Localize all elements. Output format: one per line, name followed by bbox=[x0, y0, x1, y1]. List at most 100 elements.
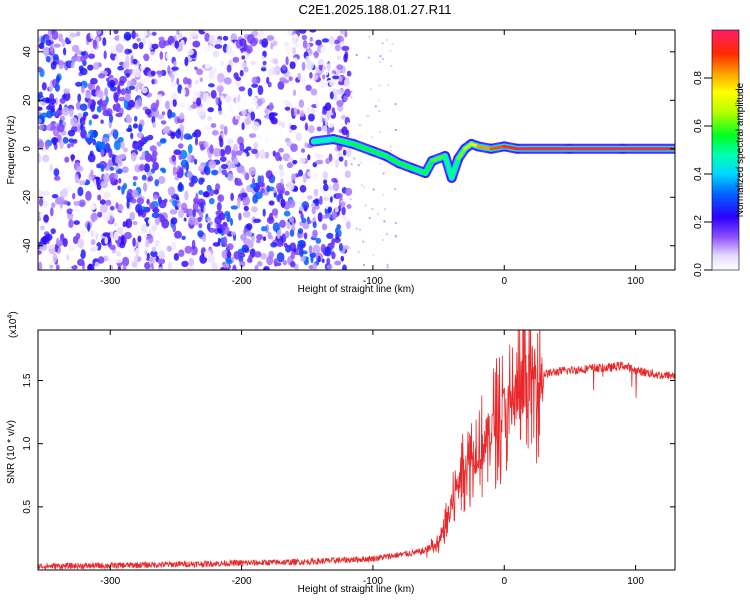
noise-speckle bbox=[221, 224, 226, 232]
x-tick-label: -100 bbox=[363, 276, 383, 287]
noise-speckle bbox=[170, 81, 177, 88]
noise-speckle bbox=[66, 166, 72, 172]
noise-speckle bbox=[38, 124, 45, 131]
noise-speckle bbox=[315, 39, 322, 46]
noise-speckle bbox=[315, 237, 322, 244]
noise-speckle bbox=[261, 55, 265, 61]
noise-speckle bbox=[245, 146, 252, 151]
noise-speckle bbox=[364, 204, 367, 207]
noise-speckle bbox=[132, 181, 137, 187]
noise-speckle bbox=[233, 157, 239, 165]
noise-speckle bbox=[150, 51, 155, 56]
noise-speckle bbox=[317, 255, 321, 263]
noise-speckle bbox=[114, 54, 120, 64]
noise-speckle bbox=[188, 181, 195, 187]
noise-speckle bbox=[181, 260, 189, 268]
noise-speckle bbox=[331, 251, 336, 260]
noise-speckle bbox=[58, 33, 63, 42]
noise-speckle bbox=[184, 245, 193, 254]
colorbar-label: Normalized spectral amplitude bbox=[735, 82, 746, 217]
noise-speckle bbox=[149, 145, 157, 152]
noise-speckle bbox=[383, 220, 386, 223]
noise-speckle bbox=[290, 261, 296, 268]
noise-speckle bbox=[317, 212, 323, 223]
noise-speckle bbox=[211, 169, 218, 176]
noise-speckle bbox=[131, 30, 136, 40]
noise-speckle bbox=[237, 94, 241, 103]
snr-frame bbox=[37, 329, 676, 571]
noise-speckle bbox=[311, 206, 316, 215]
noise-speckle bbox=[122, 250, 128, 257]
noise-speckle bbox=[232, 56, 240, 63]
noise-speckle bbox=[260, 253, 268, 260]
noise-speckle bbox=[254, 191, 263, 200]
noise-speckle bbox=[283, 210, 291, 217]
noise-speckle bbox=[68, 244, 76, 252]
signal-core bbox=[384, 154, 401, 165]
noise-speckle bbox=[171, 154, 176, 162]
noise-speckle bbox=[259, 149, 266, 160]
noise-speckle bbox=[79, 103, 88, 111]
noise-speckle bbox=[113, 172, 118, 180]
noise-speckle bbox=[192, 40, 201, 48]
noise-speckle bbox=[82, 210, 88, 218]
noise-speckle bbox=[259, 175, 265, 184]
noise-speckle bbox=[208, 160, 217, 169]
noise-speckle bbox=[181, 235, 186, 240]
noise-speckle bbox=[85, 190, 92, 201]
noise-speckle bbox=[310, 88, 318, 96]
noise-speckle bbox=[139, 156, 144, 161]
signal-core bbox=[410, 166, 427, 175]
noise-speckle bbox=[329, 78, 336, 87]
noise-speckle bbox=[197, 165, 205, 172]
noise-speckle bbox=[286, 181, 295, 191]
noise-speckle bbox=[357, 251, 360, 253]
noise-speckle bbox=[271, 208, 279, 216]
noise-speckle bbox=[242, 210, 251, 218]
noise-speckle bbox=[116, 218, 123, 228]
noise-speckle bbox=[346, 30, 351, 40]
noise-speckle bbox=[90, 239, 96, 245]
noise-speckle bbox=[265, 224, 269, 234]
noise-speckle bbox=[275, 151, 281, 162]
noise-speckle bbox=[52, 53, 59, 61]
noise-speckle bbox=[206, 223, 211, 231]
noise-speckle bbox=[132, 220, 138, 226]
noise-speckle bbox=[202, 191, 210, 198]
noise-speckle bbox=[262, 236, 267, 241]
noise-speckle bbox=[195, 136, 198, 146]
noise-speckle bbox=[371, 136, 374, 139]
noise-speckle bbox=[132, 229, 141, 236]
noise-speckle bbox=[224, 210, 231, 217]
noise-speckle bbox=[167, 65, 171, 75]
noise-speckle bbox=[235, 150, 244, 156]
noise-speckle bbox=[247, 241, 254, 249]
noise-speckle bbox=[295, 173, 300, 178]
noise-speckle bbox=[344, 159, 348, 167]
noise-speckle bbox=[257, 175, 262, 185]
noise-speckle bbox=[318, 64, 323, 70]
noise-speckle bbox=[233, 251, 241, 260]
noise-speckle bbox=[115, 165, 119, 171]
noise-speckle bbox=[257, 30, 265, 39]
noise-speckle bbox=[172, 166, 177, 176]
noise-speckle bbox=[264, 191, 269, 196]
noise-speckle bbox=[48, 83, 53, 93]
noise-speckle bbox=[394, 222, 397, 224]
noise-speckle bbox=[136, 132, 144, 139]
noise-speckle bbox=[309, 72, 313, 79]
noise-speckle bbox=[56, 123, 65, 133]
noise-speckle bbox=[378, 84, 381, 87]
noise-speckle bbox=[253, 218, 262, 223]
noise-speckle bbox=[99, 199, 106, 205]
signal-core bbox=[450, 156, 460, 180]
noise-speckle bbox=[89, 204, 97, 210]
noise-speckle bbox=[278, 120, 282, 127]
noise-speckle bbox=[187, 135, 193, 140]
snr-y-axis-label: SNR (10 * v/v) bbox=[6, 420, 17, 484]
noise-speckle bbox=[386, 266, 389, 269]
noise-speckle bbox=[301, 217, 307, 224]
noise-speckle bbox=[349, 198, 352, 201]
noise-speckle bbox=[196, 97, 202, 107]
